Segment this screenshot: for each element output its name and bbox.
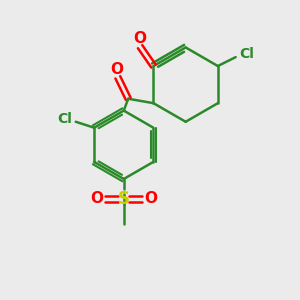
Text: S: S	[118, 190, 130, 208]
Text: Cl: Cl	[57, 112, 72, 126]
Text: O: O	[134, 31, 147, 46]
Text: O: O	[91, 191, 103, 206]
Text: O: O	[144, 191, 157, 206]
Text: O: O	[110, 61, 123, 76]
Text: Cl: Cl	[239, 47, 254, 61]
